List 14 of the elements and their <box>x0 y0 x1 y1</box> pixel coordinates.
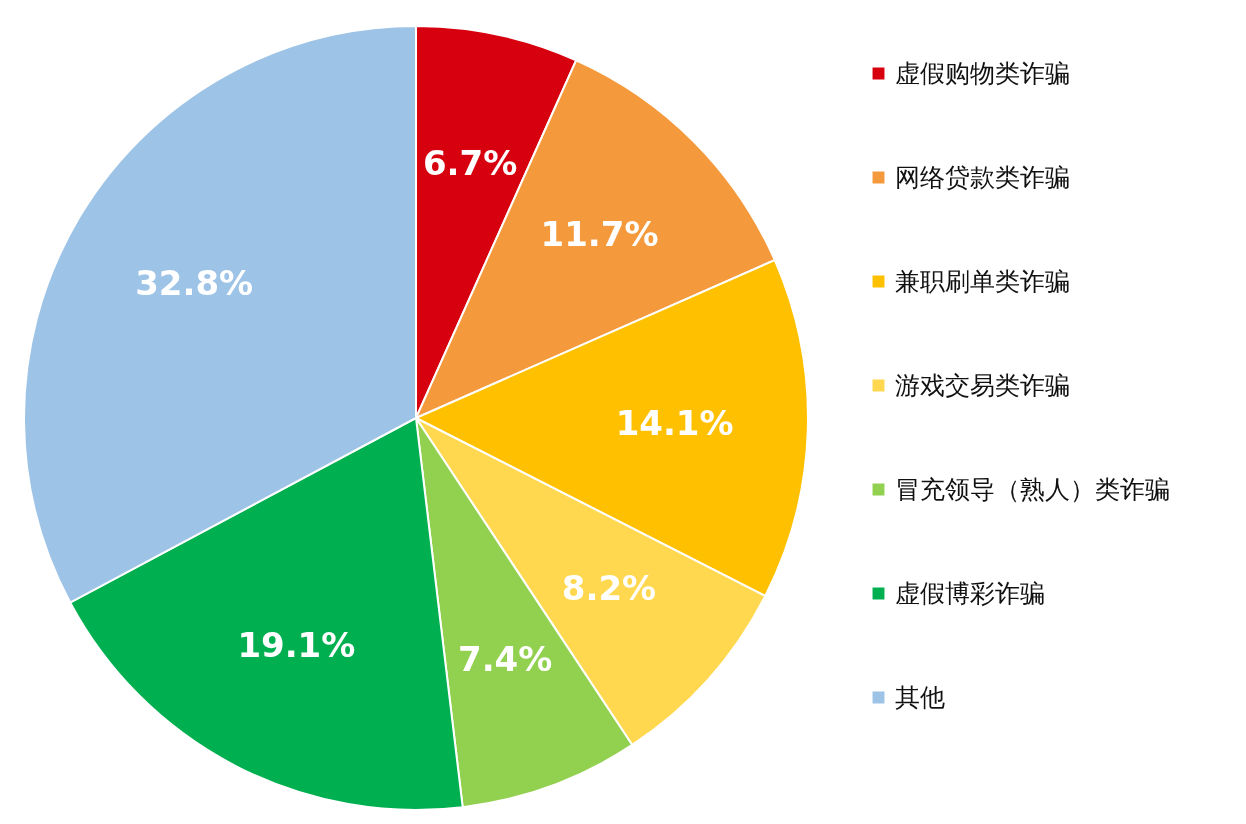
legend-label: 网络贷款类诈骗 <box>895 162 1070 192</box>
data-label: 11.7% <box>540 213 659 254</box>
legend-label: 其他 <box>895 682 945 712</box>
data-label: 8.2% <box>561 568 657 609</box>
legend-label: 冒充领导（熟人）类诈骗 <box>895 474 1170 504</box>
legend-label: 游戏交易类诈骗 <box>895 370 1070 400</box>
data-label: 14.1% <box>615 403 734 444</box>
legend-label: 虚假博彩诈骗 <box>895 578 1045 608</box>
data-label: 32.8% <box>135 262 254 303</box>
data-label: 6.7% <box>422 142 518 183</box>
legend-label: 虚假购物类诈骗 <box>895 58 1070 88</box>
data-label: 19.1% <box>237 625 356 666</box>
legend-label: 兼职刷单类诈骗 <box>895 266 1070 296</box>
data-label: 7.4% <box>458 638 553 679</box>
